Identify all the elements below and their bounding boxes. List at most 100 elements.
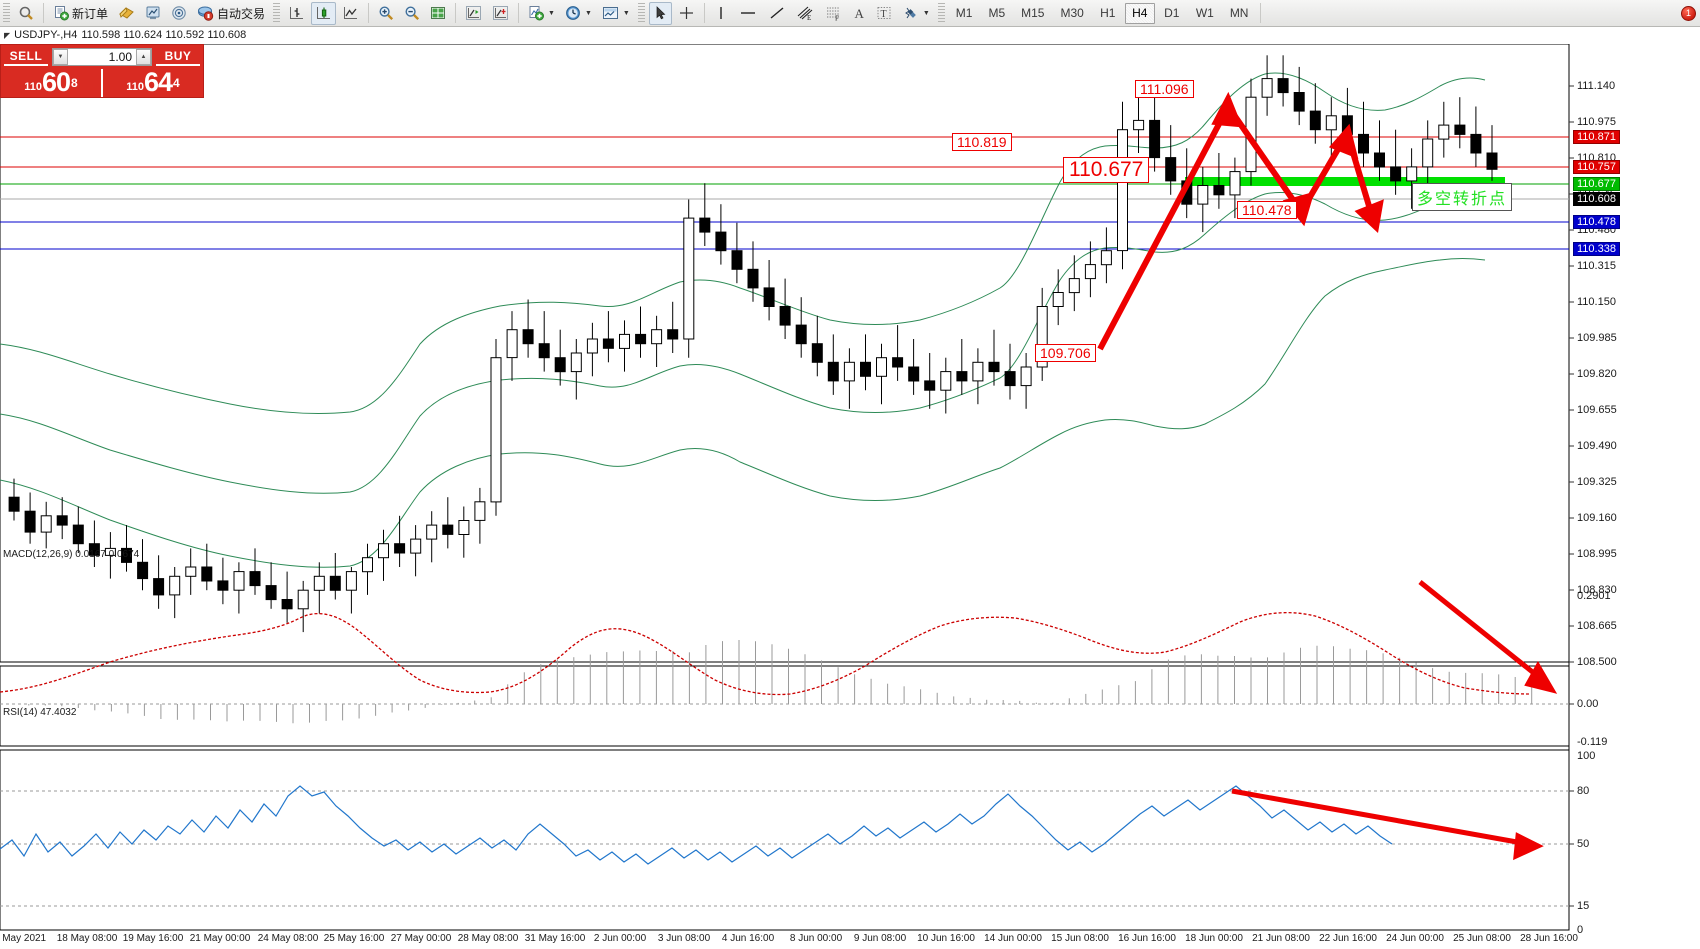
sell-price[interactable]: 110 60 8 <box>1 67 101 97</box>
callout-110819[interactable]: 110.819 <box>952 133 1012 151</box>
horizontal-line-tool-button[interactable] <box>734 2 762 25</box>
timeframe-mn[interactable]: MN <box>1229 6 1249 20</box>
toolbar-grip[interactable] <box>3 3 10 23</box>
equidistant-channel-tool-button[interactable]: E <box>792 2 818 25</box>
auto-scroll-button[interactable] <box>488 2 513 25</box>
autotrade-label: 自动交易 <box>217 6 266 21</box>
templates-button[interactable]: ▼ <box>598 2 634 25</box>
timeframe-m5[interactable]: M5 <box>988 6 1006 20</box>
chinese-annotation-note[interactable]: 多空转折点 <box>1412 183 1513 211</box>
callout-110677[interactable]: 110.677 <box>1063 157 1150 183</box>
chevron-down-icon[interactable]: ▼ <box>584 9 592 17</box>
time-axis-tick: 4 Jun 16:00 <box>721 933 775 944</box>
toolbar-grip-2[interactable] <box>273 3 281 23</box>
symbol-name: USDJPY-,H4 <box>14 29 78 41</box>
chevron-down-icon[interactable]: ▼ <box>622 9 630 17</box>
macd-signal-line <box>0 612 1531 696</box>
text-tool-button[interactable]: A <box>848 2 870 25</box>
price-tag-last[interactable]: 110.608 <box>1573 192 1620 206</box>
candlestick-series <box>8 55 1498 633</box>
candle-body <box>88 543 100 556</box>
price-scale-ticks <box>1569 85 1574 907</box>
fibonacci-tool-button[interactable]: F <box>820 2 846 25</box>
candle-body <box>956 371 968 382</box>
timeframe-m15[interactable]: M15 <box>1021 6 1045 20</box>
price-tag-pivot[interactable]: 110.677 <box>1573 177 1620 191</box>
cursor-tool-button[interactable] <box>648 1 672 25</box>
time-axis-tick: 28 May 08:00 <box>457 933 519 944</box>
price-tag-resistance-1[interactable]: 110.871 <box>1573 130 1620 144</box>
candle-body <box>8 496 20 512</box>
candle-body <box>763 287 775 307</box>
timeframe-w1[interactable]: W1 <box>1195 6 1214 20</box>
trade-panel-divider <box>101 69 103 97</box>
callout-109706[interactable]: 109.706 <box>1035 344 1096 362</box>
toolbar-grip-4[interactable] <box>937 3 945 23</box>
objects-tool-button[interactable]: ▼ <box>898 2 934 25</box>
chevron-down-icon[interactable]: ▼ <box>922 9 930 17</box>
candle-body <box>795 324 807 345</box>
price-tag-resistance-2[interactable]: 110.757 <box>1573 160 1620 174</box>
timeframe-m30[interactable]: M30 <box>1060 6 1084 20</box>
svg-text:F: F <box>835 15 839 22</box>
timeframe-h1[interactable]: H1 <box>1100 6 1116 20</box>
text-label-tool-button[interactable]: T <box>872 2 896 25</box>
svg-text:A: A <box>854 6 864 21</box>
zoom-in-button[interactable] <box>374 2 398 25</box>
chart-shift-button[interactable] <box>461 2 486 25</box>
timeframe-h4[interactable]: H4 <box>1124 2 1155 24</box>
price-tag-support-2[interactable]: 110.338 <box>1573 242 1620 256</box>
toolbar-separator-2 <box>368 3 370 23</box>
notification-badge[interactable]: 1 <box>1681 5 1696 21</box>
trade-panel-top-row: SELL ▼ 1.00 ▲ BUY <box>1 45 203 67</box>
volume-stepper[interactable]: ▼ 1.00 ▲ <box>52 48 152 66</box>
chart-area[interactable]: 111.140 110.975 110.810 110.645 110.480 … <box>0 44 1700 949</box>
chart-canvas[interactable] <box>0 44 1700 949</box>
new-order-button[interactable]: 新订单 <box>49 2 112 25</box>
signals-button[interactable] <box>167 2 191 25</box>
buy-button[interactable]: BUY <box>156 49 200 66</box>
candle-body <box>394 543 406 554</box>
timeframe-d1[interactable]: D1 <box>1164 6 1180 20</box>
line-chart-button[interactable] <box>338 2 363 25</box>
buy-price[interactable]: 110 64 4 <box>103 67 203 97</box>
candle-body <box>1390 166 1402 182</box>
toolbar-right-group: 1 <box>1681 5 1700 21</box>
tile-windows-button[interactable] <box>426 2 450 25</box>
time-axis[interactable]: 7 May 2021 18 May 08:00 19 May 16:00 21 May… <box>0 930 1578 949</box>
time-axis-tick: 22 Jun 16:00 <box>1319 933 1377 944</box>
zoom-out-button[interactable] <box>400 2 424 25</box>
bar-chart-button[interactable] <box>284 2 309 25</box>
bollinger-bands <box>0 72 1486 568</box>
metaeditor-button[interactable] <box>114 2 139 25</box>
period-clock-button[interactable]: ▼ <box>561 2 596 25</box>
candle-body <box>843 361 855 382</box>
toolbar-grip-3[interactable] <box>637 3 645 23</box>
volume-input[interactable]: 1.00 <box>108 50 132 64</box>
volume-increase-button[interactable]: ▲ <box>136 49 151 65</box>
timeframe-m1[interactable]: M1 <box>955 6 973 20</box>
volume-decrease-button[interactable]: ▼ <box>53 49 68 65</box>
trendline-tool-button[interactable] <box>764 2 790 25</box>
price-tick: 109.655 <box>1577 404 1617 416</box>
candle-body <box>1052 292 1064 307</box>
green-zone-marker <box>1185 177 1505 186</box>
candle-body <box>1004 371 1016 387</box>
indicators-button[interactable]: ▼ <box>524 2 559 25</box>
price-tick: 110.975 <box>1577 116 1616 128</box>
candlestick-chart-button[interactable] <box>311 1 337 25</box>
chart-marker-icon: ◤ <box>4 30 11 40</box>
price-tag-support-1[interactable]: 110.478 <box>1573 215 1620 229</box>
autotrade-button[interactable]: 自动交易 <box>193 2 269 25</box>
chevron-down-icon[interactable]: ▼ <box>548 9 555 17</box>
candle-body <box>265 585 277 601</box>
rsi-tick: 100 <box>1577 750 1596 762</box>
callout-110478[interactable]: 110.478 <box>1237 201 1297 219</box>
terminal-button[interactable] <box>141 2 165 25</box>
one-click-trading-panel[interactable]: SELL ▼ 1.00 ▲ BUY 110 60 8 110 64 4 <box>0 44 204 98</box>
crosshair-tool-button[interactable] <box>674 2 699 25</box>
vertical-line-tool-button[interactable] <box>710 2 732 25</box>
sell-button[interactable]: SELL <box>4 49 48 66</box>
callout-111096[interactable]: 111.096 <box>1135 80 1194 98</box>
show-all-button[interactable] <box>14 2 38 25</box>
